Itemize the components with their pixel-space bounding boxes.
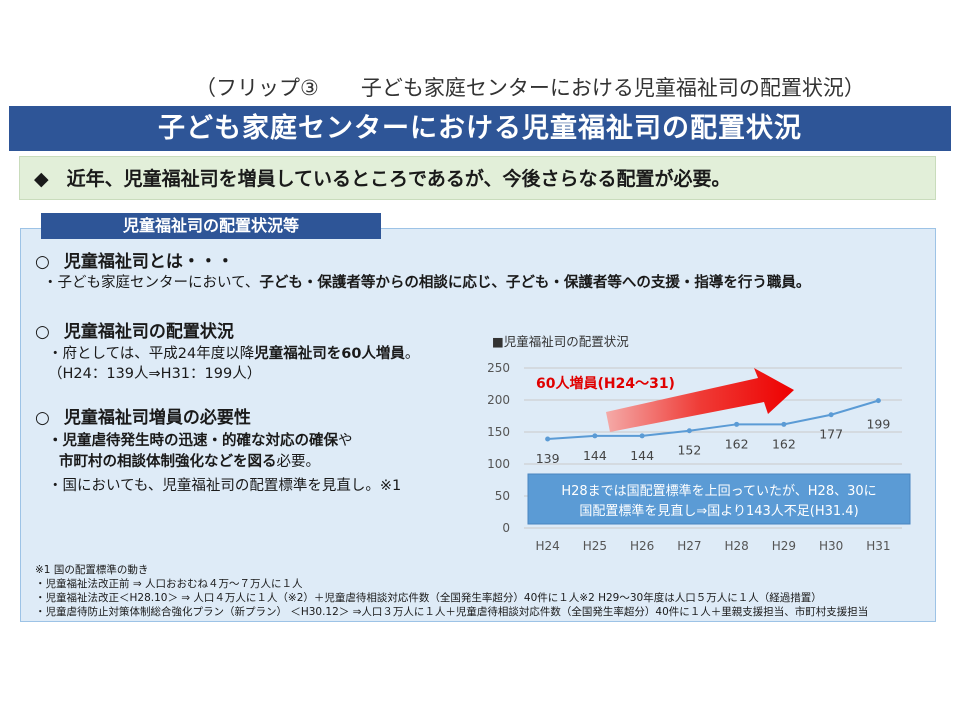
- data-label: 152: [677, 443, 701, 458]
- x-tick-label: H28: [724, 539, 748, 553]
- data-point: [781, 421, 787, 427]
- arrow-annotation: 60人増員(H24～31): [536, 375, 675, 392]
- x-tick-label: H26: [630, 539, 654, 553]
- status-heading: ○ 児童福祉司の配置状況: [35, 317, 234, 342]
- necessity-line-3: ・国においても、児童福祉司の配置標準を見直し。※1: [48, 478, 402, 494]
- y-tick-label: 200: [487, 393, 510, 407]
- summary-banner: ◆ 近年、児童福祉司を増員しているところであるが、今後さらなる配置が必要。: [19, 156, 936, 200]
- x-tick-label: H25: [583, 539, 607, 553]
- necessity-line-1: ・児童虐待発生時の迅速・的確な対応の確保や: [48, 429, 353, 450]
- section-tab: 児童福祉司の配置状況等: [41, 213, 381, 239]
- necessity-line-2-suffix: 必要。: [276, 454, 321, 470]
- x-tick-label: H31: [866, 539, 890, 553]
- necessity-line-2: 市町村の相談体制強化などを図る必要。: [59, 450, 320, 471]
- y-tick-label: 250: [487, 361, 510, 375]
- info-box-text: H28までは国配置標準を上回っていたが、H28、30に: [561, 483, 876, 499]
- data-label: 162: [725, 436, 749, 451]
- x-tick-label: H30: [819, 539, 843, 553]
- status-line-1: ・府としては、平成24年度以降児童福祉司を60人増員。: [48, 342, 419, 363]
- note-line: ・児童福祉法改正前 ⇒ 人口おおむね４万～７万人に１人: [35, 578, 303, 590]
- data-point: [639, 433, 645, 439]
- y-tick-label: 0: [502, 521, 510, 535]
- series-line: [547, 399, 879, 441]
- data-label: 177: [819, 427, 843, 442]
- y-tick-label: 150: [487, 425, 510, 439]
- definition-body-prefix: ・子ども家庭センターにおいて、: [43, 275, 260, 291]
- data-point: [592, 433, 598, 439]
- chart-title: ■児童福祉司の配置状況: [492, 334, 629, 349]
- data-point: [875, 398, 881, 404]
- circle-bullet-icon: ○: [35, 322, 50, 342]
- status-heading-text: 児童福祉司の配置状況: [63, 322, 234, 342]
- note-line: ※1 国の配置標準の動き: [35, 564, 149, 576]
- info-box-text: 国配置標準を見直し⇒国より143人不足(H31.4): [579, 503, 858, 519]
- x-tick-label: H29: [772, 539, 796, 553]
- diamond-bullet-icon: ◆: [34, 168, 49, 190]
- status-line-1-bold: 児童福祉司を60人増員: [254, 346, 405, 362]
- data-label: 162: [772, 436, 796, 451]
- status-line-2: （H24：139人⇒H31：199人）: [48, 366, 262, 382]
- data-label: 139: [536, 451, 560, 466]
- data-point: [734, 421, 740, 427]
- note-line: ・児童虐待防止対策体制総合強化プラン（新プラン） ＜H30.12＞ ⇒人口３万人…: [35, 606, 869, 618]
- data-point: [686, 428, 692, 434]
- data-label: 144: [630, 448, 654, 463]
- x-tick-label: H27: [677, 539, 701, 553]
- necessity-heading: ○ 児童福祉司増員の必要性: [35, 403, 251, 428]
- data-point: [828, 412, 834, 418]
- notes: ※1 国の配置標準の動き ・児童福祉法改正前 ⇒ 人口おおむね４万～７万人に１人…: [35, 563, 868, 619]
- y-tick-label: 50: [495, 489, 510, 503]
- necessity-line-1-suffix: や: [338, 433, 353, 449]
- definition-body-bold: 子ども・保護者等からの相談に応じ、子ども・保護者等への支援・指導を行う職員。: [259, 275, 811, 291]
- necessity-heading-text: 児童福祉司増員の必要性: [63, 408, 251, 428]
- necessity-line-1-bold: ・児童虐待発生時の迅速・的確な対応の確保: [48, 433, 338, 449]
- summary-text: 近年、児童福祉司を増員しているところであるが、今後さらなる配置が必要。: [66, 168, 731, 190]
- staffing-chart: ■児童福祉司の配置状況 0 50 100 150 200 250 H24 H25 H26 H27 H2…: [462, 326, 932, 566]
- status-line-1-suffix: 。: [404, 346, 420, 362]
- y-tick-label: 100: [487, 457, 510, 471]
- status-line-1-prefix: ・府としては、平成24年度以降: [48, 346, 255, 362]
- info-box: [527, 473, 911, 525]
- definition-heading-text: 児童福祉司とは・・・: [63, 252, 234, 272]
- definition-heading: ○ 児童福祉司とは・・・: [35, 247, 234, 272]
- page-title: 子ども家庭センターにおける児童福祉司の配置状況: [9, 106, 951, 151]
- data-label: 199: [866, 417, 890, 432]
- data-point: [545, 436, 551, 442]
- necessity-line-2-bold: 市町村の相談体制強化などを図る: [59, 454, 277, 470]
- flip-label: （フリップ③ 子ども家庭センターにおける児童福祉司の配置状況）: [195, 76, 865, 100]
- data-label: 144: [583, 448, 607, 463]
- circle-bullet-icon: ○: [35, 408, 50, 428]
- note-line: ・児童福祉法改正＜H28.10＞ ⇒ 人口４万人に１人（※2）＋児童虐待相談対応…: [35, 592, 822, 604]
- definition-body: ・子ども家庭センターにおいて、子ども・保護者等からの相談に応じ、子ども・保護者等…: [43, 271, 810, 292]
- chart-svg: ■児童福祉司の配置状況 0 50 100 150 200 250 H24 H25 H26 H27 H2…: [487, 334, 911, 553]
- circle-bullet-icon: ○: [35, 252, 50, 272]
- increase-arrow-icon: [606, 368, 794, 432]
- x-tick-label: H24: [535, 539, 559, 553]
